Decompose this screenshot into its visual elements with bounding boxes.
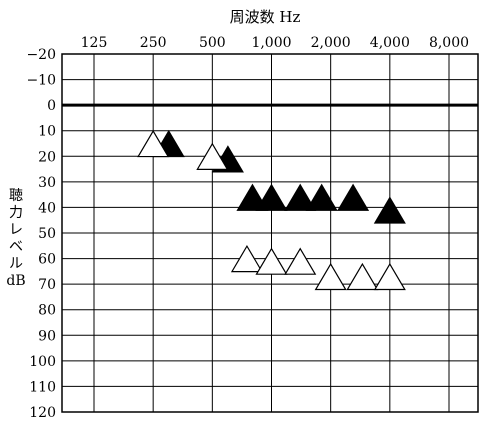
y-axis-title-part: ル: [9, 256, 23, 272]
y-axis-title-part: 力: [9, 205, 23, 221]
x-tick-label: 4,000: [370, 35, 410, 51]
open-triangle-point: [314, 262, 347, 291]
y-axis-title-part: dB: [6, 273, 25, 289]
filled-triangle-point: [284, 183, 317, 211]
y-tick-label: 90: [38, 328, 56, 344]
x-axis-title: 周波数 Hz: [230, 8, 301, 26]
x-tick-labels: 125 250 500 1,000 2,000 4,000 8,000: [81, 35, 469, 51]
x-tick-label: 2,000: [311, 35, 351, 51]
open-triangle-point: [230, 244, 263, 273]
y-tick-label: 80: [38, 303, 56, 319]
open-triangle-point: [373, 262, 406, 291]
y-tick-label: 30: [38, 175, 56, 191]
open-triangle-point: [196, 142, 229, 170]
y-tick-label: −20: [26, 47, 56, 63]
x-tick-label: 1,000: [251, 35, 291, 51]
y-tick-label: 100: [29, 354, 56, 370]
filled-triangle-point: [255, 183, 288, 211]
open-triangle-point: [137, 129, 170, 158]
filled-triangle-point: [305, 183, 338, 211]
filled-triangle-point: [337, 183, 370, 211]
x-tick-label: 250: [140, 35, 167, 51]
y-tick-label: 10: [38, 124, 56, 140]
y-tick-label: −10: [26, 73, 56, 89]
open-triangle-point: [255, 247, 288, 275]
y-axis-title-part: ベ: [9, 239, 23, 255]
plot-frame: [61, 53, 479, 413]
x-tick-label: 125: [81, 35, 108, 51]
y-tick-label: 60: [38, 252, 56, 268]
x-tick-label: 500: [199, 35, 226, 51]
y-tick-label: 40: [38, 200, 56, 216]
y-tick-label: 120: [29, 405, 56, 421]
grid: [61, 53, 479, 413]
y-tick-label: 50: [38, 226, 56, 242]
open-triangle-point: [284, 247, 317, 275]
data-marks: [137, 129, 406, 291]
open-triangle-point: [346, 262, 379, 291]
y-tick-label: 20: [38, 149, 56, 165]
y-axis-title-part: 聴: [9, 188, 23, 204]
y-tick-label: 0: [47, 98, 56, 114]
y-tick-label: 70: [38, 277, 56, 293]
y-tick-labels: −20 −10 0 10 20 30 40 50 60 70 80 90 100 110 120: [26, 47, 56, 421]
x-tick-label: 8,000: [429, 35, 469, 51]
filled-triangle-point: [373, 196, 406, 224]
y-tick-label: 110: [29, 379, 56, 395]
y-axis-title-part: レ: [9, 222, 23, 238]
